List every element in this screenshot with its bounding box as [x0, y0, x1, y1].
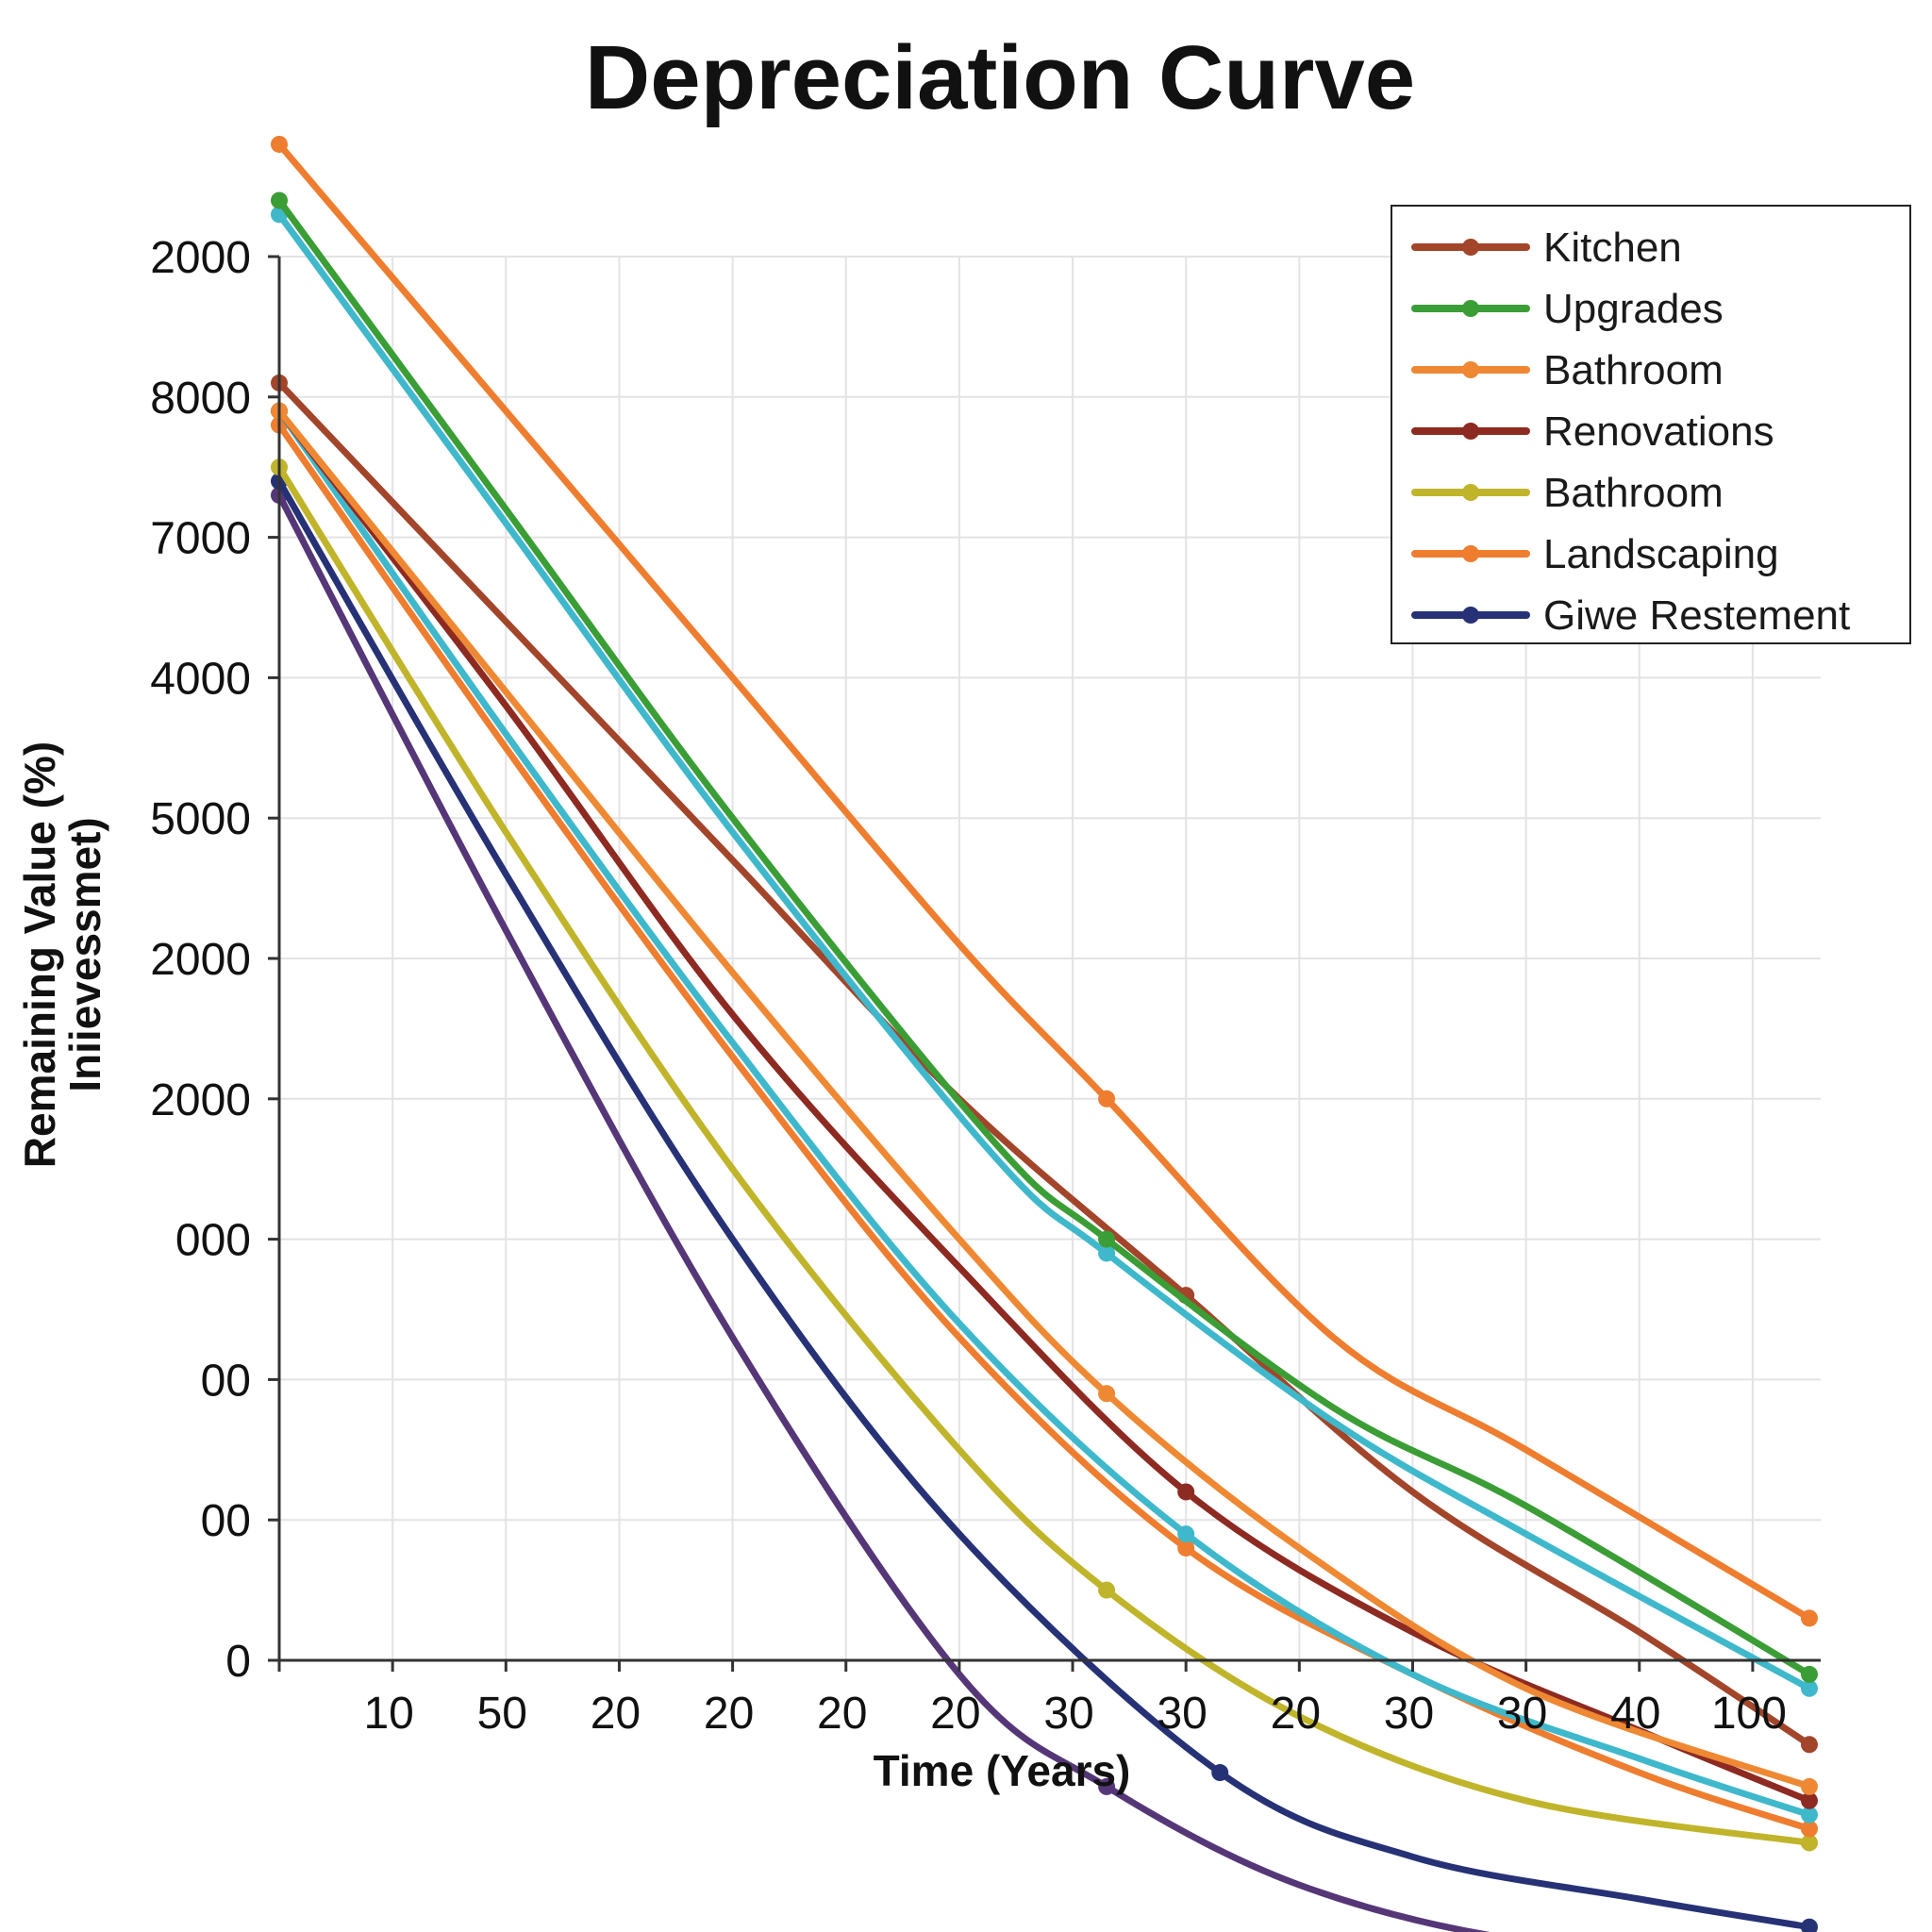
- series-line: [275, 408, 1813, 1790]
- series-point: [1098, 1090, 1116, 1108]
- series-point: [1177, 1539, 1195, 1557]
- series-group: [271, 135, 1818, 1627]
- y-tick-label: 00: [201, 1356, 251, 1406]
- series-point: [1800, 1679, 1818, 1697]
- series-point: [1800, 1736, 1818, 1754]
- series-point: [1098, 1385, 1116, 1403]
- series-point: [1800, 1777, 1818, 1795]
- series-point: [1098, 1244, 1116, 1262]
- legend-swatch-marker: [1462, 607, 1479, 624]
- x-tick-label: 10: [363, 1689, 413, 1739]
- y-tick-label: 0: [225, 1637, 251, 1687]
- series-line: [275, 463, 1813, 1846]
- series-line: [275, 197, 1813, 1678]
- series-point: [1098, 1581, 1116, 1599]
- legend-label: Bathroom: [1543, 347, 1724, 393]
- series-line: [275, 210, 1813, 1692]
- series-group: [271, 402, 1818, 1795]
- legend: Kitchen Upgrades Bathroom Renovations Bathro…: [1391, 205, 1911, 644]
- series-line: [275, 379, 1813, 1748]
- x-tick-label: 30: [1157, 1689, 1207, 1739]
- series-point: [271, 192, 288, 209]
- x-tick-label: 20: [817, 1689, 867, 1739]
- legend-swatch-marker: [1462, 239, 1479, 256]
- legend-label: Kitchen: [1543, 225, 1682, 271]
- y-tick-label: 2000: [150, 233, 251, 283]
- x-tick-label: 20: [1271, 1689, 1321, 1739]
- legend-item: Renovations: [1411, 408, 1774, 455]
- x-tick-label: 30: [1384, 1689, 1434, 1739]
- series-line: [275, 491, 1491, 1932]
- legend-item: Bathroom: [1411, 470, 1724, 516]
- y-tick-label: 2000: [150, 1075, 251, 1125]
- x-axis-label: Time (Years): [874, 1746, 1131, 1795]
- y-axis-label-line2: Iniievessmet): [60, 817, 109, 1091]
- legend-swatch-marker: [1462, 484, 1479, 501]
- x-tick-label: 100: [1711, 1689, 1787, 1739]
- series-point: [1098, 1230, 1116, 1248]
- series-point: [1800, 1806, 1818, 1824]
- series-line: [275, 408, 1813, 1819]
- y-tick-label: 2000: [150, 935, 251, 985]
- legend-swatch-marker: [1462, 300, 1479, 317]
- legend-item: Upgrades: [1411, 286, 1724, 332]
- legend-item: Giwe Restement: [1411, 592, 1850, 639]
- legend-item: Bathroom: [1411, 347, 1724, 393]
- x-tick-label: 20: [930, 1689, 980, 1739]
- series-point: [1177, 1483, 1195, 1501]
- legend-label: Bathroom: [1543, 470, 1724, 516]
- x-tick-label: 40: [1610, 1689, 1660, 1739]
- legend-label: Upgrades: [1543, 286, 1724, 332]
- series-point: [1800, 1918, 1818, 1932]
- x-tick-label: 20: [704, 1689, 754, 1739]
- y-tick-label: 00: [201, 1496, 251, 1546]
- y-tick-label: 000: [175, 1216, 251, 1266]
- legend-box: [1391, 205, 1911, 644]
- y-tick-label: 4000: [150, 654, 251, 704]
- legend-item: Landscaping: [1411, 531, 1779, 577]
- series-point: [1800, 1820, 1818, 1838]
- legend-label: Giwe Restement: [1543, 592, 1850, 639]
- series-point: [1177, 1525, 1195, 1543]
- y-axis-label-line1: Remaining Value (%): [15, 741, 64, 1168]
- legend-label: Landscaping: [1543, 531, 1779, 577]
- y-tick-label: 8000: [150, 374, 251, 424]
- series-point: [1800, 1665, 1818, 1683]
- legend-label: Renovations: [1543, 408, 1774, 455]
- series-point: [1800, 1609, 1818, 1627]
- series-group: [271, 473, 1818, 1932]
- x-tick-label: 20: [591, 1689, 641, 1739]
- series-line: [275, 408, 1813, 1805]
- series-line: [275, 477, 1813, 1931]
- legend-swatch-marker: [1462, 545, 1479, 562]
- series-line: [275, 422, 1813, 1833]
- chart-title: Depreciation Curve: [585, 27, 1415, 128]
- series-point: [1800, 1834, 1818, 1852]
- y-axis-label: Remaining Value (%) Iniievessmet): [15, 741, 109, 1168]
- series-layer: [271, 135, 1818, 1932]
- series-group: [271, 192, 1818, 1683]
- legend-item: Kitchen: [1411, 225, 1682, 271]
- series-group: [271, 458, 1818, 1852]
- x-tick-label: 50: [477, 1689, 527, 1739]
- legend-swatch-marker: [1462, 423, 1479, 440]
- series-point: [1800, 1791, 1818, 1809]
- y-tick-label: 5000: [150, 794, 251, 844]
- series-point: [271, 135, 288, 153]
- series-point: [1098, 1777, 1116, 1795]
- series-line: [275, 141, 1813, 1622]
- x-tick-label: 30: [1497, 1689, 1547, 1739]
- x-ticks: 10 50 20 20 20 20 30 30 20 30 30 40 100: [277, 1660, 1787, 1739]
- x-tick-label: 30: [1043, 1689, 1093, 1739]
- series-point: [1211, 1764, 1229, 1782]
- y-tick-label: 7000: [150, 514, 251, 564]
- legend-swatch-marker: [1462, 361, 1479, 378]
